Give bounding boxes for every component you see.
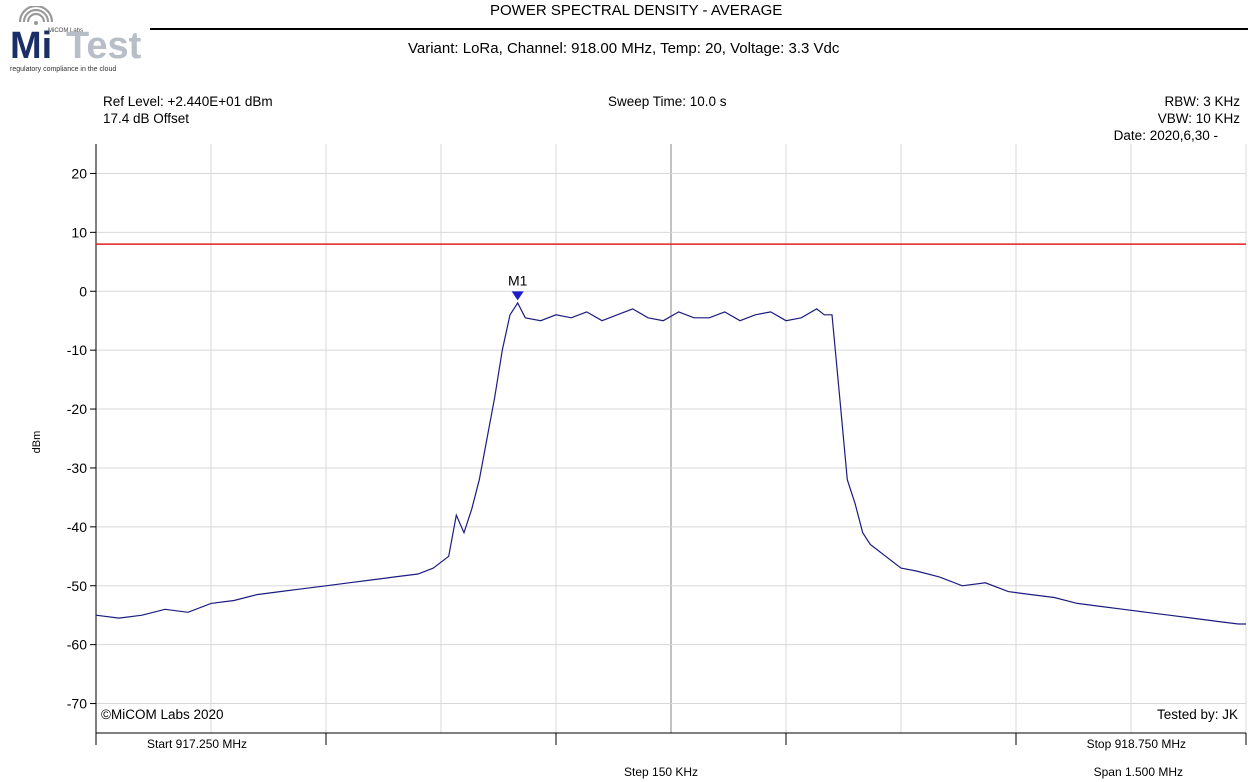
ref-level: Ref Level: +2.440E+01 dBm <box>103 94 273 109</box>
y-tick-label: -60 <box>67 637 87 653</box>
y-tick-label: -50 <box>67 578 87 594</box>
stop-frequency: Stop 918.750 MHz <box>1086 737 1186 751</box>
span: Span 1.500 MHz <box>1093 765 1183 779</box>
start-frequency: Start 917.250 MHz <box>147 737 248 751</box>
date: Date: 2020,6,30 - <box>1113 128 1218 143</box>
y-axis-label: dBm <box>31 431 43 454</box>
logo-tagline: regulatory compliance in the cloud <box>10 66 116 73</box>
tested-by: Tested by: JK <box>1156 707 1238 722</box>
logo-small-tag: MiCOM Labs <box>48 28 83 34</box>
vbw: VBW: 10 KHz <box>1157 111 1240 126</box>
chart-subtitle: Variant: LoRa, Channel: 918.00 MHz, Temp… <box>408 40 840 57</box>
mitest-logo: MiCOM Labs Mi Test regulatory compliance… <box>8 4 148 78</box>
rbw: RBW: 3 KHz <box>1164 94 1240 109</box>
y-tick-label: 10 <box>71 224 87 240</box>
wifi-dot-icon <box>34 21 38 25</box>
offset: 17.4 dB Offset <box>103 111 190 126</box>
y-tick-label: -30 <box>67 460 87 476</box>
copyright: ©MiCOM Labs 2020 <box>101 707 224 722</box>
logo-graphic: MiCOM Labs Mi Test regulatory compliance… <box>10 4 142 73</box>
grid <box>95 144 1247 733</box>
wifi-signal-icon <box>18 4 54 23</box>
marker-label: M1 <box>508 272 528 288</box>
marker-triangle <box>511 291 524 301</box>
sweep-time: Sweep Time: 10.0 s <box>608 94 727 109</box>
axes <box>95 144 1246 734</box>
step-size: Step 150 KHz <box>624 765 699 779</box>
spectrum-trace <box>95 301 1246 625</box>
logo-brand-right: Test <box>66 25 142 67</box>
y-tick-label: -40 <box>67 519 87 535</box>
header-rule <box>150 28 1248 30</box>
marker-m1: M1 <box>508 272 528 301</box>
y-tick-label: -10 <box>67 342 87 358</box>
x-ticks <box>95 733 1247 745</box>
y-tick-label: -70 <box>67 696 87 712</box>
y-tick-label: 20 <box>71 165 87 181</box>
chart-title: POWER SPECTRAL DENSITY - AVERAGE <box>490 2 783 19</box>
y-tick-label: 0 <box>79 283 87 299</box>
y-ticks: 20 10 0 -10 -20 -30 -40 -50 -60 -70 <box>67 165 96 712</box>
y-tick-label: -20 <box>67 401 87 417</box>
logo-brand-left: Mi <box>10 25 52 67</box>
